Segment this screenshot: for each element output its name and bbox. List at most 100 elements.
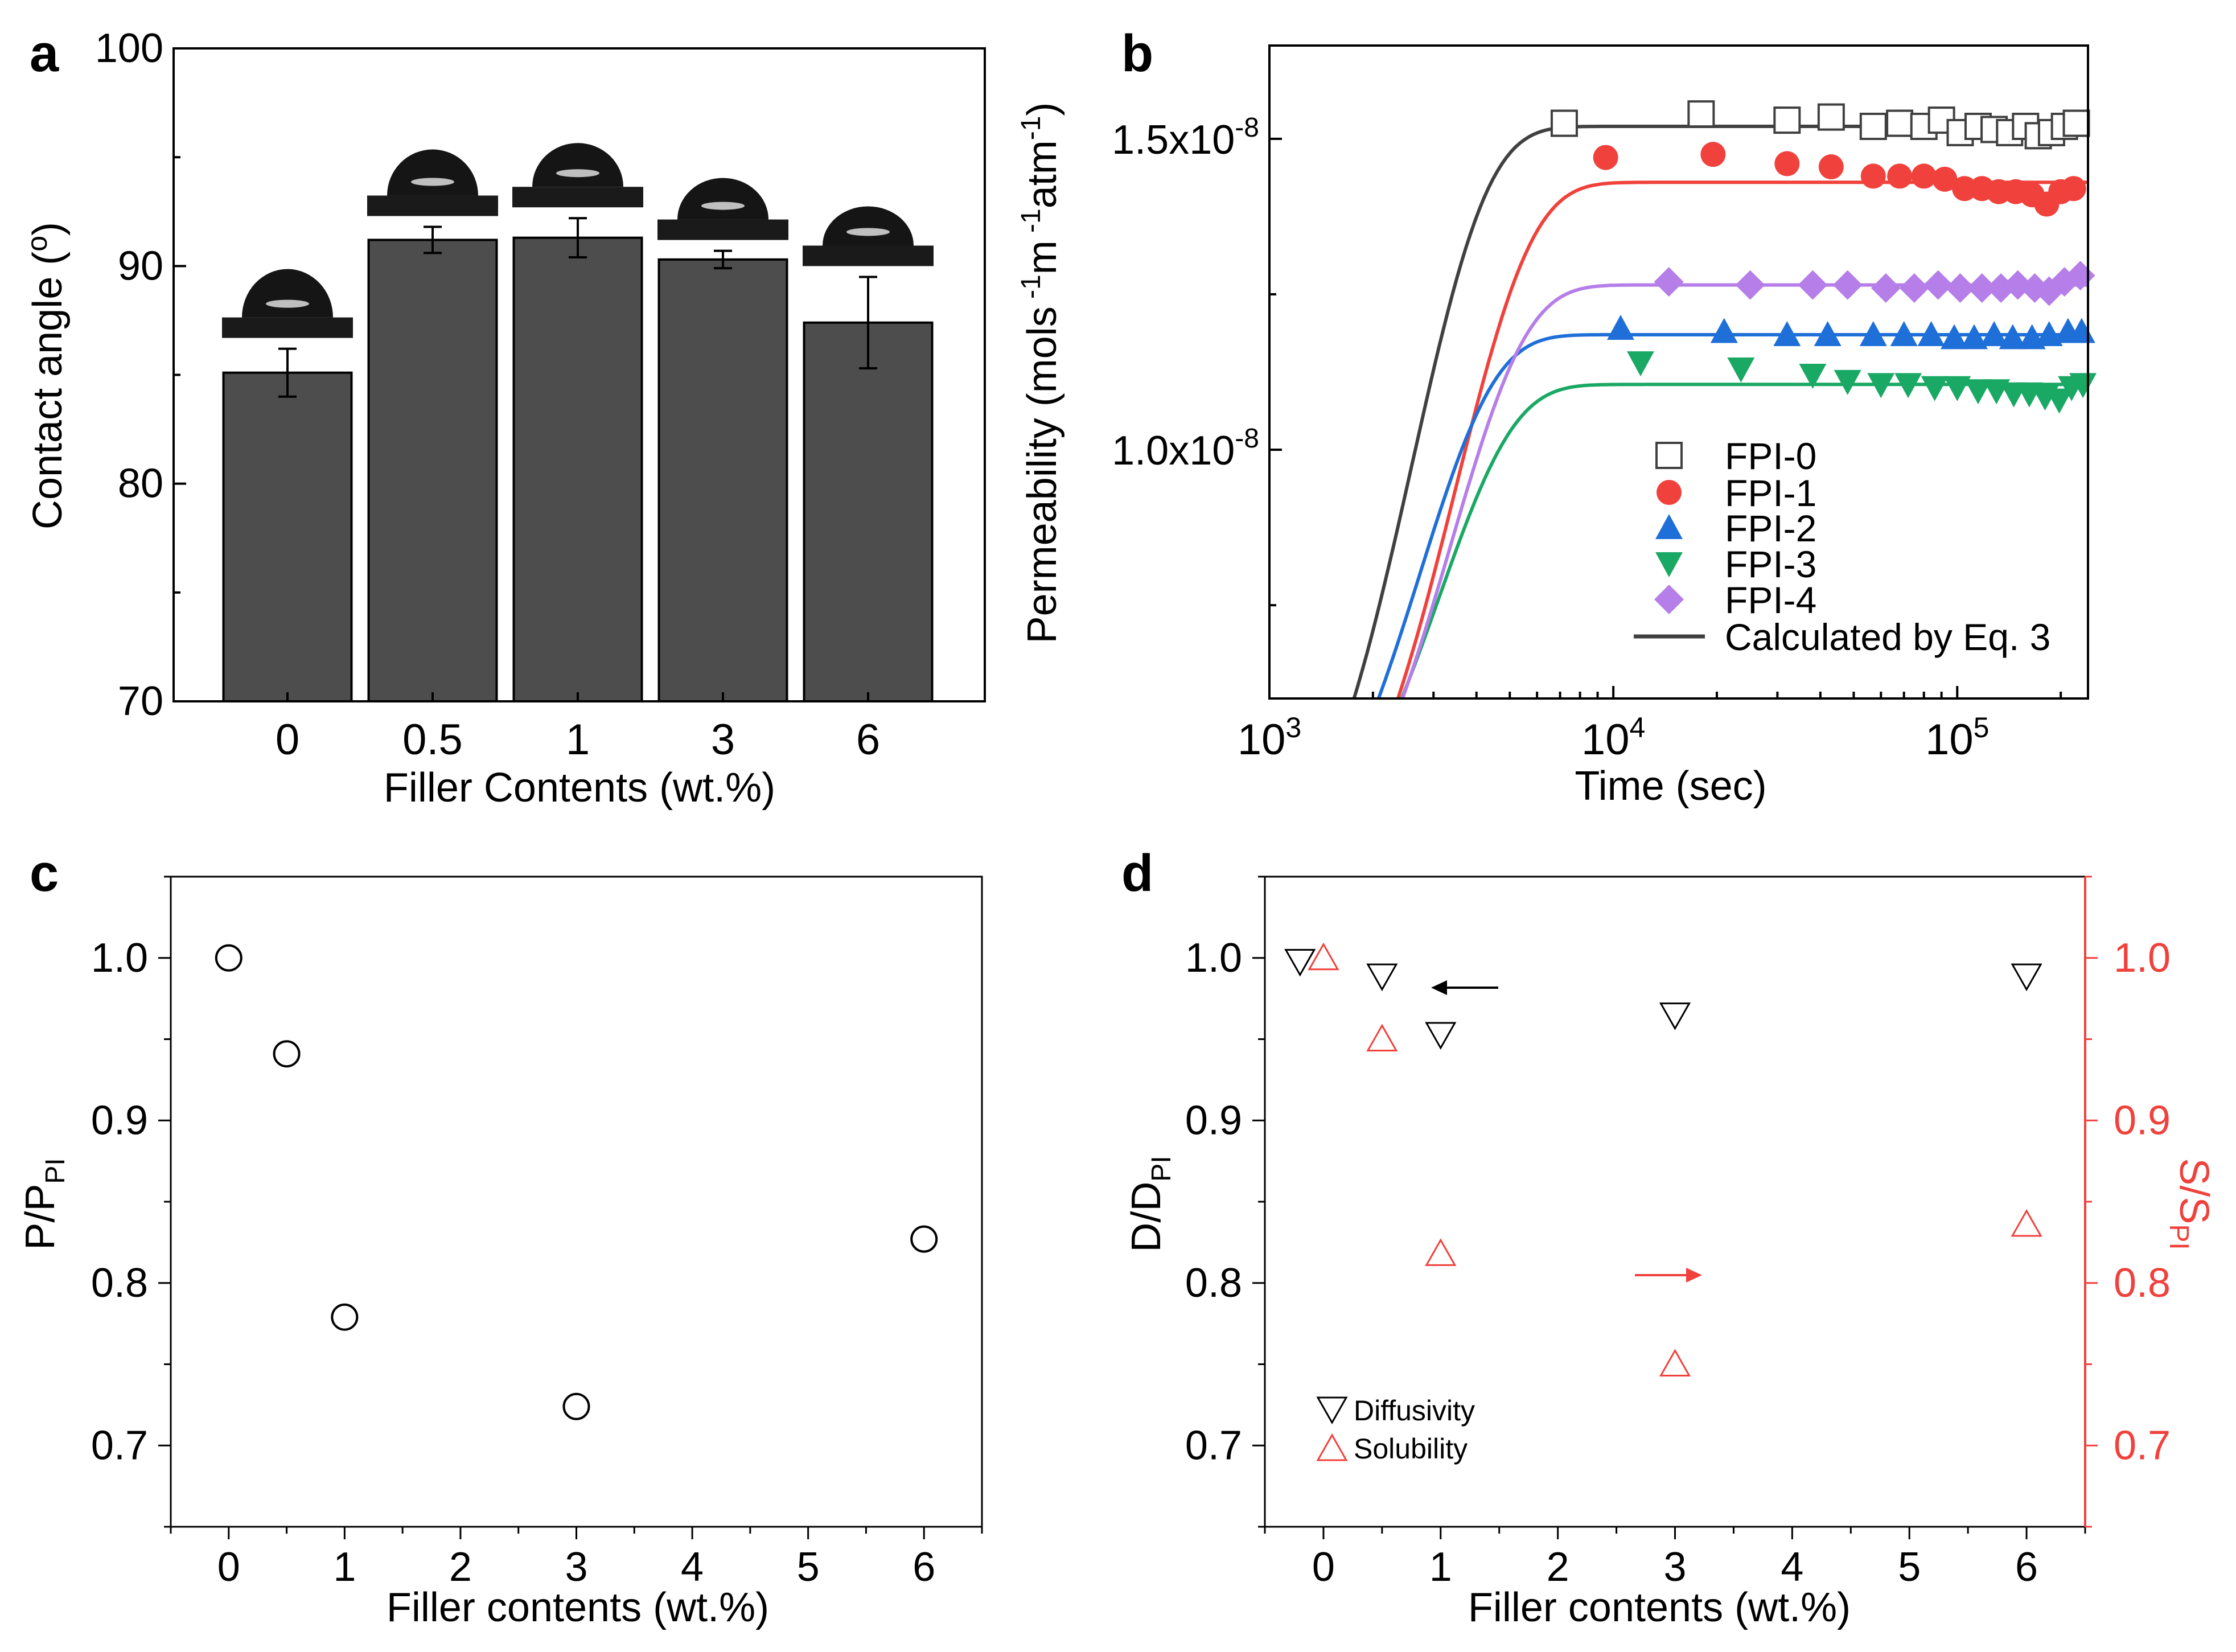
x-tick-base: 10	[1238, 716, 1286, 764]
point-diffusivity	[1366, 963, 1398, 992]
y-axis-title-superscript: -1	[1016, 208, 1046, 240]
x-tick-exponent: 3	[1285, 712, 1301, 743]
bar-1	[512, 236, 643, 702]
x-tick-label: 1	[333, 1544, 356, 1590]
x-tick-label: 5	[1898, 1544, 1921, 1590]
point-FPI-1	[1818, 154, 1844, 180]
droplet-image	[242, 269, 333, 318]
point-FPI-0	[1859, 113, 1887, 141]
x-tick-base: 10	[1925, 716, 1974, 764]
plot-frame-d	[1264, 876, 2086, 1528]
y-tick-label: 0.9	[91, 1098, 148, 1143]
legend-label-FPI-2: FPI-2	[1725, 507, 1816, 549]
x-tick-exponent: 5	[1974, 712, 1990, 743]
x-tick-label: 5	[797, 1544, 820, 1590]
y-tick-label: 0.8	[1185, 1260, 1242, 1306]
x-axis-title: Filler contents (wt.%)	[387, 1585, 769, 1630]
x-tick-label: 0	[1312, 1544, 1335, 1590]
point-ratio	[215, 944, 242, 972]
y-tick-mantissa: 1.5x10	[1112, 117, 1235, 163]
right-y-tick-label: 0.8	[2114, 1260, 2171, 1306]
y-axis-title-close: )	[1020, 102, 1065, 116]
right-y-tick-label: 0.9	[2114, 1098, 2171, 1143]
legend-marker-solubility	[1316, 1433, 1348, 1461]
point-ratio	[910, 1225, 938, 1253]
x-tick-label: 1	[566, 716, 590, 764]
right-y-axis-title-subscript: PI	[2164, 1224, 2194, 1250]
y-axis-title-superscript: o	[21, 236, 53, 252]
point-FPI-1	[1911, 163, 1937, 189]
point-FPI-1	[1860, 163, 1886, 189]
right-y-axis-title: S/SPI	[2164, 1158, 2217, 1250]
point-FPI-2	[1940, 324, 1968, 350]
plot-frame-c	[170, 876, 983, 1528]
y-axis-title-superscript: -1	[1016, 116, 1046, 141]
legend-label-FPI-3: FPI-3	[1725, 543, 1816, 585]
y-axis-title-unit: m	[1020, 240, 1065, 274]
panel-letter-a: a	[30, 24, 59, 83]
bar-6	[803, 321, 934, 702]
y-tick-label: 1.5x10-8	[1112, 113, 1259, 163]
y-axis-title-main: D/D	[1124, 1182, 1169, 1252]
x-tick-label: 3	[711, 716, 735, 764]
point-FPI-1	[1774, 151, 1800, 176]
y-axis-title-superscript: -1	[1016, 274, 1046, 306]
legend-marker-FPI-0	[1655, 442, 1683, 469]
x-tick-label: 6	[913, 1544, 935, 1590]
droplet-substrate	[803, 245, 934, 266]
y-axis-title: D/DPI	[1124, 1156, 1177, 1252]
point-diffusivity	[2011, 963, 2042, 992]
x-tick-label: 6	[856, 716, 880, 764]
right-y-tick-label: 0.7	[2114, 1423, 2171, 1468]
arrow-left-head	[1431, 980, 1447, 995]
legend-marker-FPI-1	[1657, 480, 1682, 505]
point-FPI-3	[1894, 373, 1922, 398]
x-tick-label: 0.5	[402, 716, 463, 764]
x-tick-label: 4	[1781, 1544, 1803, 1590]
point-FPI-2	[1917, 320, 1945, 346]
point-FPI-3	[1867, 373, 1895, 398]
point-FPI-0	[1550, 109, 1578, 137]
point-FPI-2	[1890, 320, 1918, 346]
point-diffusivity	[1425, 1022, 1457, 1050]
point-FPI-3	[1834, 369, 1861, 395]
y-axis-title-close: )	[25, 222, 71, 236]
bar-3	[657, 258, 788, 702]
y-axis-title: Permeability (mols -1m -1atm-1)	[1016, 102, 1065, 644]
panel-letter-c: c	[30, 844, 59, 902]
point-FPI-3	[1943, 376, 1971, 401]
droplet-image	[677, 178, 768, 220]
point-FPI-4	[1654, 267, 1684, 297]
point-ratio	[562, 1392, 590, 1420]
droplet-highlight	[411, 178, 454, 186]
legend-label-FPI-0: FPI-0	[1725, 435, 1816, 477]
droplet-image	[823, 206, 914, 246]
legend-label-solubility: Solubility	[1354, 1433, 1468, 1465]
point-diffusivity	[1659, 1002, 1691, 1030]
plot-frame-b	[1268, 44, 2089, 700]
y-tick-mantissa: 1.0x10	[1112, 428, 1235, 474]
point-ratio	[331, 1303, 359, 1331]
y-axis-title-unit: atm	[1020, 140, 1065, 208]
legend-marker-FPI-2	[1655, 514, 1683, 539]
x-tick-label: 104	[1581, 712, 1645, 764]
point-FPI-2	[1999, 324, 2027, 350]
y-tick-label: 1.0x10-8	[1112, 424, 1259, 474]
panel-letter-b: b	[1121, 24, 1153, 83]
point-FPI-2	[1980, 320, 2008, 346]
y-axis-title-main: Permeability (mols	[1020, 306, 1065, 643]
y-tick-label: 1.0	[91, 935, 148, 981]
point-FPI-4	[1945, 273, 1975, 303]
panel-letter-d: d	[1121, 844, 1153, 902]
x-tick-label: 3	[1663, 1544, 1686, 1590]
legend-label-diffusivity: Diffusivity	[1354, 1395, 1475, 1427]
y-axis-title-subscript: PI	[40, 1158, 71, 1183]
x-tick-label: 2	[1547, 1544, 1569, 1590]
point-FPI-2	[2035, 320, 2063, 346]
point-FPI-3	[2069, 373, 2097, 398]
legend-marker-FPI-3	[1655, 552, 1683, 577]
point-FPI-3	[1921, 376, 1949, 401]
right-y-axis-title-main: S/S	[2171, 1158, 2217, 1224]
droplet-substrate	[222, 317, 353, 338]
